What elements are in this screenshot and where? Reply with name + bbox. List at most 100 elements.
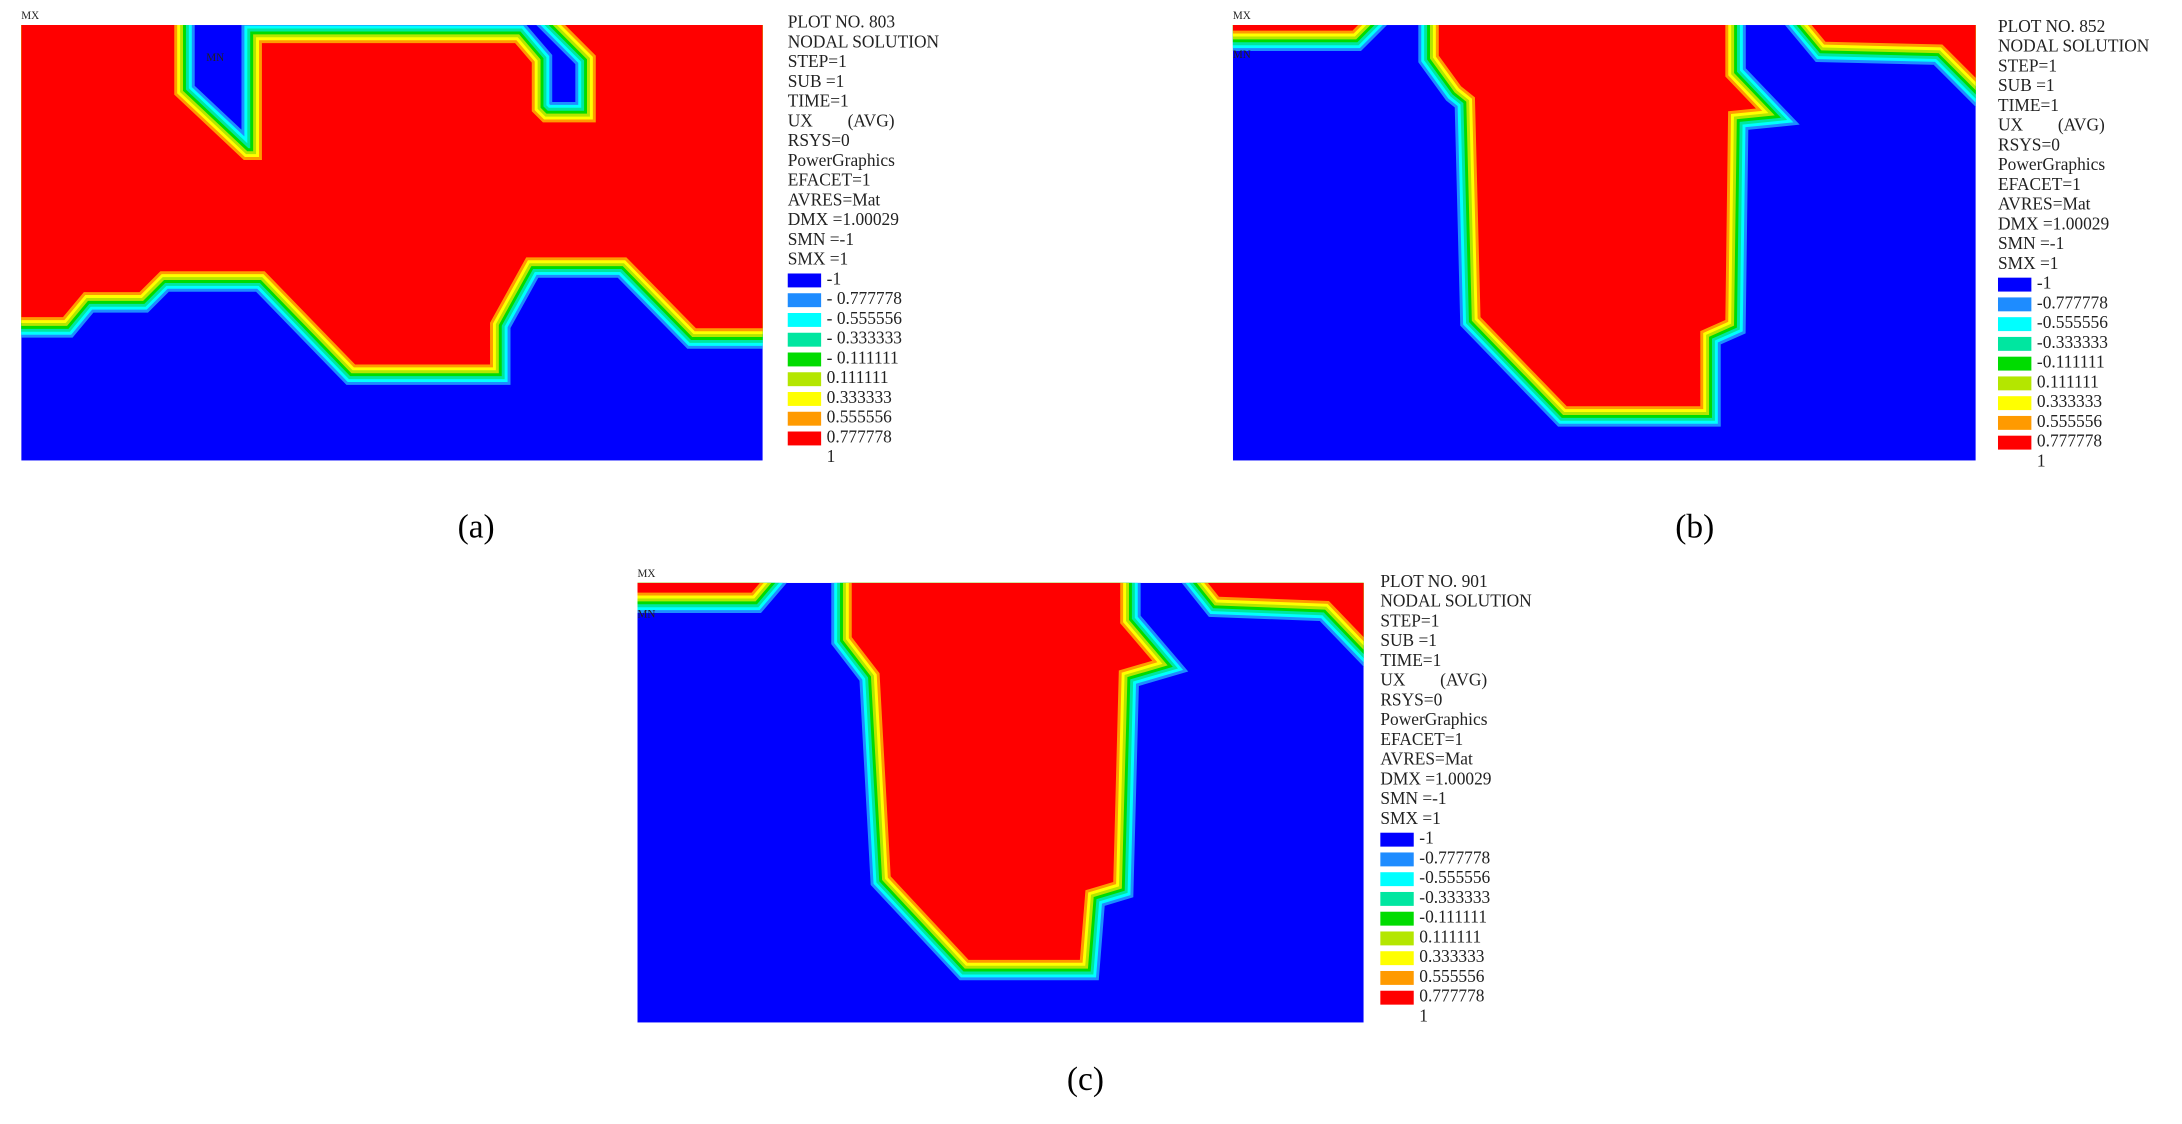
contour-plot [1232, 25, 1976, 461]
contour-plot [637, 582, 1364, 1023]
legend-label: 1 [2037, 451, 2046, 470]
legend-swatch [1997, 336, 2032, 351]
legend-swatch [1380, 970, 1414, 985]
info-line: PLOT NO. 803 [788, 13, 896, 32]
info-line: AVRES=Mat [1998, 195, 2091, 214]
info-line: SMX =1 [1380, 809, 1441, 828]
info-line: PowerGraphics [1380, 710, 1487, 729]
legend-swatch [787, 392, 822, 406]
contour-region [21, 25, 763, 365]
contour-region [637, 582, 760, 593]
contour-region [1811, 25, 1976, 78]
info-line: STEP=1 [1998, 56, 2057, 75]
info-line: EFACET=1 [1998, 175, 2081, 194]
legend-swatch [787, 352, 822, 367]
legend-label: -1 [827, 269, 841, 288]
legend-label: -0.555556 [1419, 868, 1490, 887]
info-line: PowerGraphics [788, 151, 895, 170]
caption: (c) [1067, 1061, 1104, 1098]
legend-swatch [1380, 891, 1414, 906]
mn-label: MN [638, 608, 656, 620]
info-line: PLOT NO. 852 [1998, 17, 2105, 36]
legend-label: 0.555556 [1419, 967, 1484, 986]
contour-region [851, 582, 1153, 960]
legend-swatch [1380, 852, 1414, 867]
caption: (a) [458, 509, 495, 546]
info-line: TIME=1 [788, 92, 849, 111]
contour-region [1438, 25, 1756, 407]
info-line: SMN =-1 [1380, 789, 1446, 808]
info-line: DMX =1.00029 [1380, 769, 1491, 788]
legend-swatch [1380, 990, 1414, 1005]
legend-label: - 0.111111 [827, 348, 899, 367]
contour-region [1232, 25, 1359, 31]
legend-label: -0.777778 [1419, 848, 1490, 867]
legend-swatch [1380, 931, 1414, 946]
info-line: STEP=1 [788, 52, 847, 71]
info-line: UX (AVG) [1380, 671, 1487, 690]
legend-label: - 0.333333 [827, 329, 903, 348]
info-line: AVRES=Mat [1380, 750, 1473, 769]
info-line: DMX =1.00029 [1998, 214, 2109, 233]
mn-label: MN [1233, 49, 1251, 61]
info-line: RSYS=0 [1380, 690, 1442, 709]
contour-region [1207, 582, 1364, 638]
info-line: UX (AVG) [788, 111, 895, 130]
legend-label: -0.333333 [2037, 333, 2108, 352]
legend-swatch [787, 273, 822, 288]
legend-swatch [1997, 317, 2032, 332]
info-line: EFACET=1 [788, 171, 871, 190]
legend-label: 0.111111 [1419, 927, 1481, 946]
info-line: SMX =1 [1998, 254, 2059, 273]
legend-swatch [1380, 872, 1414, 887]
info-line: SMN =-1 [788, 230, 854, 249]
legend-label: -0.333333 [1419, 888, 1490, 907]
info-line: RSYS=0 [788, 131, 850, 150]
legend-label: -1 [1419, 829, 1433, 848]
contour-plot [21, 25, 763, 461]
mn-label: MN [206, 52, 224, 64]
info-line: STEP=1 [1380, 611, 1439, 630]
info-line: TIME=1 [1380, 651, 1441, 670]
info-line: SMX =1 [788, 250, 849, 269]
legend-swatch [1380, 951, 1414, 966]
info-line: SUB =1 [1380, 631, 1437, 650]
info-line: SMN =-1 [1998, 234, 2064, 253]
legend-label: 0.333333 [827, 388, 892, 407]
legend-label: - 0.555556 [827, 309, 903, 328]
legend-label: -1 [2037, 274, 2051, 293]
info-line: UX (AVG) [1998, 116, 2105, 135]
legend-label: -0.111111 [2037, 353, 2105, 372]
legend-label: - 0.777778 [827, 289, 903, 308]
legend-swatch [787, 293, 822, 308]
legend-swatch [787, 431, 822, 446]
legend-swatch [1997, 396, 2032, 411]
legend-label: 1 [1419, 1006, 1428, 1025]
legend-label: 0.777778 [827, 427, 892, 446]
legend-swatch [787, 332, 822, 347]
legend-label: 0.111111 [827, 368, 889, 387]
info-line: SUB =1 [1998, 76, 2055, 95]
caption: (b) [1675, 509, 1714, 546]
legend-swatch [787, 411, 822, 426]
legend-label: 0.777778 [2037, 432, 2102, 451]
legend-swatch [1380, 911, 1414, 926]
info-line: TIME=1 [1998, 96, 2059, 115]
legend-label: -0.555556 [2037, 313, 2108, 332]
legend-swatch [1997, 277, 2032, 292]
info-line: RSYS=0 [1998, 135, 2060, 154]
legend-swatch [1380, 832, 1414, 847]
legend-swatch [787, 372, 822, 387]
legend-swatch [1997, 356, 2032, 371]
legend-label: 0.333333 [1419, 947, 1484, 966]
info-line: PLOT NO. 901 [1380, 572, 1487, 591]
info-line: NODAL SOLUTION [1998, 37, 2150, 56]
info-line: NODAL SOLUTION [1380, 592, 1532, 611]
legend-label: 1 [827, 447, 836, 466]
mx-label: MX [638, 568, 656, 580]
